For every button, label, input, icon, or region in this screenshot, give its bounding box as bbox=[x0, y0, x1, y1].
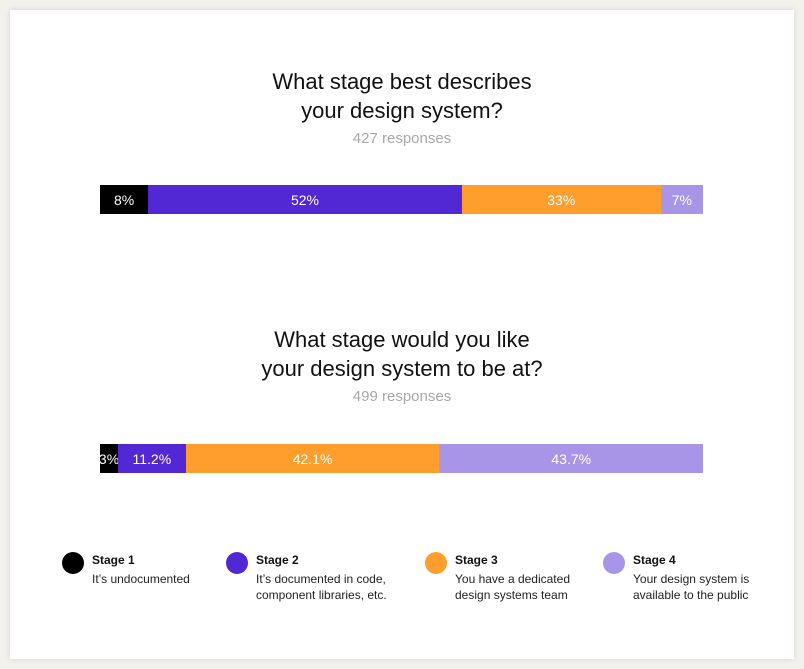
chart-2-responses: 499 responses bbox=[352, 388, 452, 405]
chart-2-segment-stage-2: 11.2% bbox=[118, 444, 186, 473]
chart-2-segment-stage-3: 42.1% bbox=[185, 444, 440, 473]
legend-name-stage-4: Stage 4 bbox=[633, 553, 676, 567]
chart-2-label-stage-1: 3% bbox=[98, 450, 120, 467]
chart-2-label-stage-3: 42.1% bbox=[292, 450, 333, 467]
chart-1-label-stage-3: 33% bbox=[547, 191, 576, 208]
chart-2-segment-stage-4: 43.7% bbox=[439, 444, 703, 473]
chart-1-segment-stage-4: 7% bbox=[660, 185, 703, 214]
legend-dot-stage-1 bbox=[62, 552, 84, 574]
chart-1-segment-stage-1: 8% bbox=[100, 185, 149, 214]
legend-name-stage-1: Stage 1 bbox=[92, 553, 135, 567]
chart-1-responses: 427 responses bbox=[352, 130, 452, 147]
chart-1-label-stage-2: 52% bbox=[290, 191, 320, 208]
chart-1-segment-stage-2: 52% bbox=[148, 185, 462, 214]
chart-2-label-stage-2: 11.2% bbox=[132, 450, 172, 467]
chart-2-segment-stage-1: 3% bbox=[98, 444, 120, 473]
chart-2-title: What stage would you like your design sy… bbox=[261, 327, 543, 381]
chart-2-label-stage-4: 43.7% bbox=[551, 450, 592, 467]
legend-desc-stage-2: It’s documented in code, component libra… bbox=[256, 572, 387, 602]
chart-1-label-stage-4: 7% bbox=[671, 191, 692, 208]
chart-1-segment-stage-3: 33% bbox=[461, 185, 661, 214]
legend-name-stage-2: Stage 2 bbox=[256, 553, 299, 567]
legend-name-stage-3: Stage 3 bbox=[455, 553, 498, 567]
chart-card bbox=[10, 10, 794, 659]
legend-dot-stage-3 bbox=[425, 552, 447, 574]
chart-1-title: What stage best describes your design sy… bbox=[272, 69, 532, 123]
legend-desc-stage-4: Your design system is available to the p… bbox=[633, 572, 750, 602]
legend-desc-stage-3: You have a dedicated design systems team bbox=[455, 572, 570, 602]
legend-dot-stage-2 bbox=[226, 552, 248, 574]
chart-1-stacked-bar: 8% 52% 33% 7% bbox=[100, 185, 703, 214]
chart-1-label-stage-1: 8% bbox=[114, 191, 135, 208]
legend-desc-stage-1: It’s undocumented bbox=[92, 572, 190, 586]
legend-dot-stage-4 bbox=[603, 552, 625, 574]
chart-2-stacked-bar: 3% 11.2% 42.1% 43.7% bbox=[98, 444, 703, 473]
